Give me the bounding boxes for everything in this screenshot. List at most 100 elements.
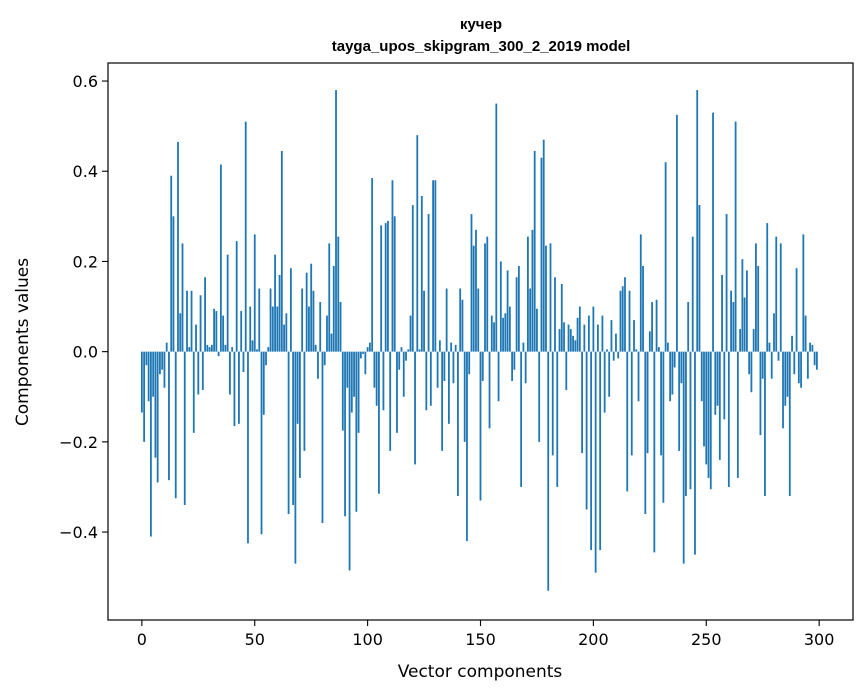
- bar: [628, 290, 631, 352]
- bar: [517, 265, 520, 352]
- bar: [592, 306, 595, 352]
- y-axis: −0.4 −0.2 0.0 0.2 0.4 0.6: [59, 72, 108, 542]
- bar: [775, 236, 778, 352]
- bar: [213, 308, 216, 352]
- bar: [700, 351, 703, 402]
- bar: [461, 299, 464, 352]
- bar: [450, 342, 453, 352]
- bar: [511, 351, 514, 381]
- y-tick-label: 0.6: [73, 72, 98, 91]
- bar: [247, 351, 249, 544]
- bar: [481, 351, 484, 381]
- bar: [294, 351, 297, 564]
- bar: [660, 351, 663, 456]
- bar: [479, 351, 482, 501]
- bar: [502, 317, 504, 352]
- bar: [755, 243, 757, 352]
- bar: [298, 351, 301, 478]
- bar: [813, 351, 816, 366]
- bar: [149, 351, 152, 537]
- bar: [802, 234, 805, 352]
- bar: [664, 162, 667, 352]
- bar: [766, 223, 769, 352]
- bar: [655, 299, 658, 352]
- bar: [601, 315, 604, 352]
- bar: [391, 180, 394, 352]
- bar: [425, 351, 428, 411]
- bar: [536, 308, 538, 352]
- bar: [210, 344, 213, 352]
- bar: [707, 351, 710, 478]
- bar: [362, 351, 365, 354]
- bar: [791, 335, 793, 352]
- bar: [168, 351, 170, 481]
- bar: [795, 268, 798, 352]
- bar: [280, 150, 283, 352]
- bar: [633, 320, 635, 352]
- bar: [375, 351, 378, 406]
- bar: [520, 351, 523, 487]
- bar: [378, 351, 380, 494]
- bar: [418, 349, 421, 352]
- bar: [265, 351, 267, 366]
- bar: [380, 225, 383, 352]
- bar: [251, 340, 254, 352]
- bar: [554, 277, 556, 352]
- bar: [409, 315, 412, 352]
- bar: [495, 103, 498, 352]
- bar: [177, 141, 179, 352]
- bar: [201, 351, 204, 390]
- bar: [786, 351, 789, 397]
- bar: [723, 351, 726, 420]
- bar: [197, 351, 200, 395]
- bar: [764, 351, 766, 496]
- bar: [179, 313, 182, 352]
- x-tick-label: 0: [137, 630, 147, 649]
- bar: [443, 351, 446, 381]
- bar: [172, 216, 175, 352]
- bar: [206, 344, 209, 352]
- bar: [219, 164, 222, 352]
- bar: [506, 270, 509, 352]
- bar: [583, 324, 586, 352]
- bar: [736, 351, 739, 478]
- bar: [800, 351, 802, 388]
- bar: [366, 347, 369, 352]
- bar: [669, 351, 672, 402]
- bar: [773, 313, 775, 352]
- bar: [156, 351, 159, 483]
- bar: [405, 351, 407, 361]
- bar: [183, 351, 186, 505]
- bar: [289, 268, 292, 352]
- bar: [235, 241, 238, 352]
- bar: [662, 351, 665, 503]
- bar: [716, 351, 719, 406]
- bar: [515, 277, 518, 352]
- bar: [621, 286, 624, 352]
- bar: [204, 277, 206, 352]
- bar: [341, 351, 344, 431]
- bar: [287, 351, 290, 515]
- bar: [809, 342, 812, 352]
- bar: [195, 324, 197, 352]
- bar: [732, 302, 735, 352]
- bar: [186, 290, 188, 352]
- bar: [752, 329, 755, 352]
- bar: [745, 270, 748, 352]
- bar: [308, 306, 310, 352]
- bar: [420, 196, 423, 352]
- bar: [782, 351, 784, 429]
- y-tick-label: 0.4: [73, 162, 98, 181]
- bar: [499, 261, 502, 352]
- bar: [271, 306, 274, 352]
- bar-series: [140, 90, 818, 591]
- bar: [283, 324, 285, 352]
- bar: [396, 351, 398, 433]
- bar: [770, 351, 773, 379]
- bar: [513, 351, 516, 370]
- bar: [170, 175, 173, 352]
- bar: [353, 351, 355, 397]
- bar: [741, 259, 744, 352]
- bar: [739, 329, 742, 352]
- bar: [314, 344, 317, 352]
